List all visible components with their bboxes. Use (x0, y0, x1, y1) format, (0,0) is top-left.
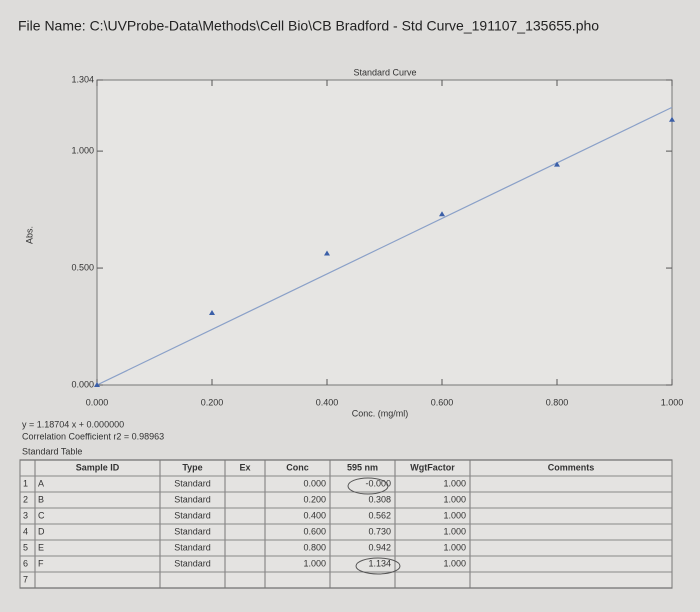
table-cell: A (38, 478, 44, 488)
data-point (439, 211, 445, 217)
table-cell: Standard (174, 558, 211, 568)
table-cell: 1.000 (443, 526, 466, 536)
table-cell: F (38, 558, 44, 568)
table: Sample ID Type Ex Conc 595 nm WgtFactor Commen… (19, 459, 673, 589)
column-header: Sample ID (76, 462, 120, 472)
table-cell: 0.400 (303, 510, 326, 520)
table-cell: 1.000 (303, 558, 326, 568)
column-header: Conc (286, 462, 309, 472)
table-cell: 1 (23, 478, 28, 488)
table-title: Standard Table (22, 446, 82, 456)
table-cell: 4 (23, 526, 28, 536)
table-cell: -0.000 (365, 478, 391, 488)
x-tick-label: 0.800 (546, 397, 569, 407)
x-tick-label: 0.200 (201, 397, 224, 407)
table-cell: D (38, 526, 45, 536)
x-tick-label: 1.000 (661, 397, 684, 407)
data-point (94, 382, 100, 387)
x-tick-label: 0.400 (316, 397, 339, 407)
column-header: WgtFactor (410, 462, 455, 472)
y-tick-label: 0.500 (71, 262, 94, 272)
column-header: Type (182, 462, 202, 472)
table-cell: 1.000 (443, 478, 466, 488)
pen-circle (347, 477, 389, 495)
plot-area (96, 79, 673, 386)
table-cell: 0.600 (303, 526, 326, 536)
file-name: File Name: C:\UVProbe-Data\Methods\Cell … (18, 18, 599, 34)
table-cell: 1.000 (443, 542, 466, 552)
table-cell: 1.000 (443, 510, 466, 520)
x-axis-label: Conc. (mg/ml) (352, 408, 409, 418)
data-point (554, 161, 560, 167)
table-cell: 0.730 (368, 526, 391, 536)
table-cell: Standard (174, 510, 211, 520)
y-tick-label: 1.000 (71, 145, 94, 155)
table-cell: 7 (23, 574, 28, 584)
chart-title: Standard Curve (353, 67, 416, 77)
data-point (209, 309, 215, 315)
column-header: Ex (239, 462, 250, 472)
correlation: Correlation Coefficient r2 = 0.98963 (22, 431, 164, 441)
y-tick-label: 0.000 (71, 379, 94, 389)
table-cell: 2 (23, 494, 28, 504)
x-tick-label: 0.000 (86, 397, 109, 407)
table-cell: 6 (23, 558, 28, 568)
table-cell: Standard (174, 494, 211, 504)
table-cell: 1.000 (443, 494, 466, 504)
fit-equation: y = 1.18704 x + 0.000000 (22, 419, 124, 429)
table-cell: 1.000 (443, 558, 466, 568)
x-tick-label: 0.600 (431, 397, 454, 407)
table-cell: E (38, 542, 44, 552)
data-point (324, 250, 330, 256)
table-cell: 0.942 (368, 542, 391, 552)
pen-circle (355, 557, 401, 575)
column-header: 595 nm (347, 462, 378, 472)
table-cell: 0.562 (368, 510, 391, 520)
data-point (669, 116, 675, 122)
table-cell: 0.000 (303, 478, 326, 488)
table-cell: C (38, 510, 45, 520)
table-cell: Standard (174, 478, 211, 488)
table-cell: 3 (23, 510, 28, 520)
table-cell: 0.308 (368, 494, 391, 504)
table-cell: Standard (174, 526, 211, 536)
y-tick-label: 1.304 (71, 74, 94, 84)
table-cell: 1.134 (368, 558, 391, 568)
y-axis-label: Abs. (24, 226, 34, 244)
column-header: Comments (548, 462, 595, 472)
table-cell: 0.200 (303, 494, 326, 504)
table-cell: B (38, 494, 44, 504)
fit-line (96, 106, 673, 386)
table-cell: 0.800 (303, 542, 326, 552)
table-cell: Standard (174, 542, 211, 552)
table-cell: 5 (23, 542, 28, 552)
